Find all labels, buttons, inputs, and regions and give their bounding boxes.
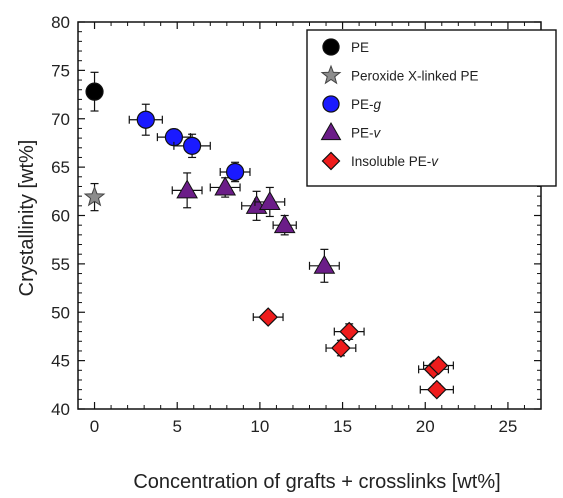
data-point [214, 176, 237, 196]
y-tick-label: 50 [51, 303, 70, 322]
data-point [258, 190, 281, 210]
data-point [182, 136, 202, 155]
data-point [83, 185, 106, 207]
data-point [428, 355, 449, 376]
legend-marker [320, 121, 342, 141]
y-axis-title: Crystallinity [wt%] [16, 140, 38, 297]
y-tick-label: 60 [51, 207, 70, 226]
y-tick-label: 45 [51, 352, 70, 371]
legend-marker [320, 64, 342, 85]
data-point [331, 338, 351, 358]
x-tick-label: 5 [172, 417, 181, 436]
y-tick-label: 65 [51, 158, 70, 177]
points-layer [83, 71, 454, 400]
y-tick-label: 40 [51, 400, 70, 419]
x-tick-label: 25 [498, 417, 517, 436]
data-point [85, 82, 104, 101]
y-tick-label: 70 [51, 110, 70, 129]
series-insoluble-pe-v [252, 307, 454, 400]
series-pe-g [128, 103, 251, 183]
legend-label: Peroxide X-linked PE [351, 69, 479, 84]
legend: PE Peroxide X-linked PE PE-g PE-v Insoluble … [306, 29, 557, 187]
y-tick-label: 55 [51, 255, 70, 274]
data-point [339, 321, 360, 342]
legend-marker [321, 151, 341, 171]
data-point [273, 214, 296, 234]
x-tick-label: 0 [90, 417, 99, 436]
legend-marker [322, 38, 340, 56]
data-point [426, 379, 447, 400]
series-pe [85, 71, 104, 112]
legend-label: Insoluble PE-v [351, 154, 439, 169]
legend-label: PE-g [351, 97, 382, 112]
y-tick-label: 80 [51, 13, 70, 32]
series-peroxide-x-linked-pe [83, 182, 106, 212]
data-point [258, 307, 279, 327]
data-point [176, 179, 198, 199]
data-point [225, 162, 245, 182]
x-tick-label: 15 [333, 417, 352, 436]
data-point [313, 254, 336, 274]
y-tick-label: 75 [51, 61, 70, 80]
x-tick-label: 10 [250, 417, 269, 436]
series-pe-v [171, 172, 340, 283]
legend-label: PE [351, 40, 369, 55]
legend-box [306, 29, 557, 187]
legend-label: PE-v [351, 126, 382, 141]
x-axis-title: Concentration of grafts + crosslinks [wt… [133, 471, 500, 493]
legend-marker [322, 95, 340, 113]
x-tick-label: 20 [416, 417, 435, 436]
data-point [136, 110, 155, 129]
